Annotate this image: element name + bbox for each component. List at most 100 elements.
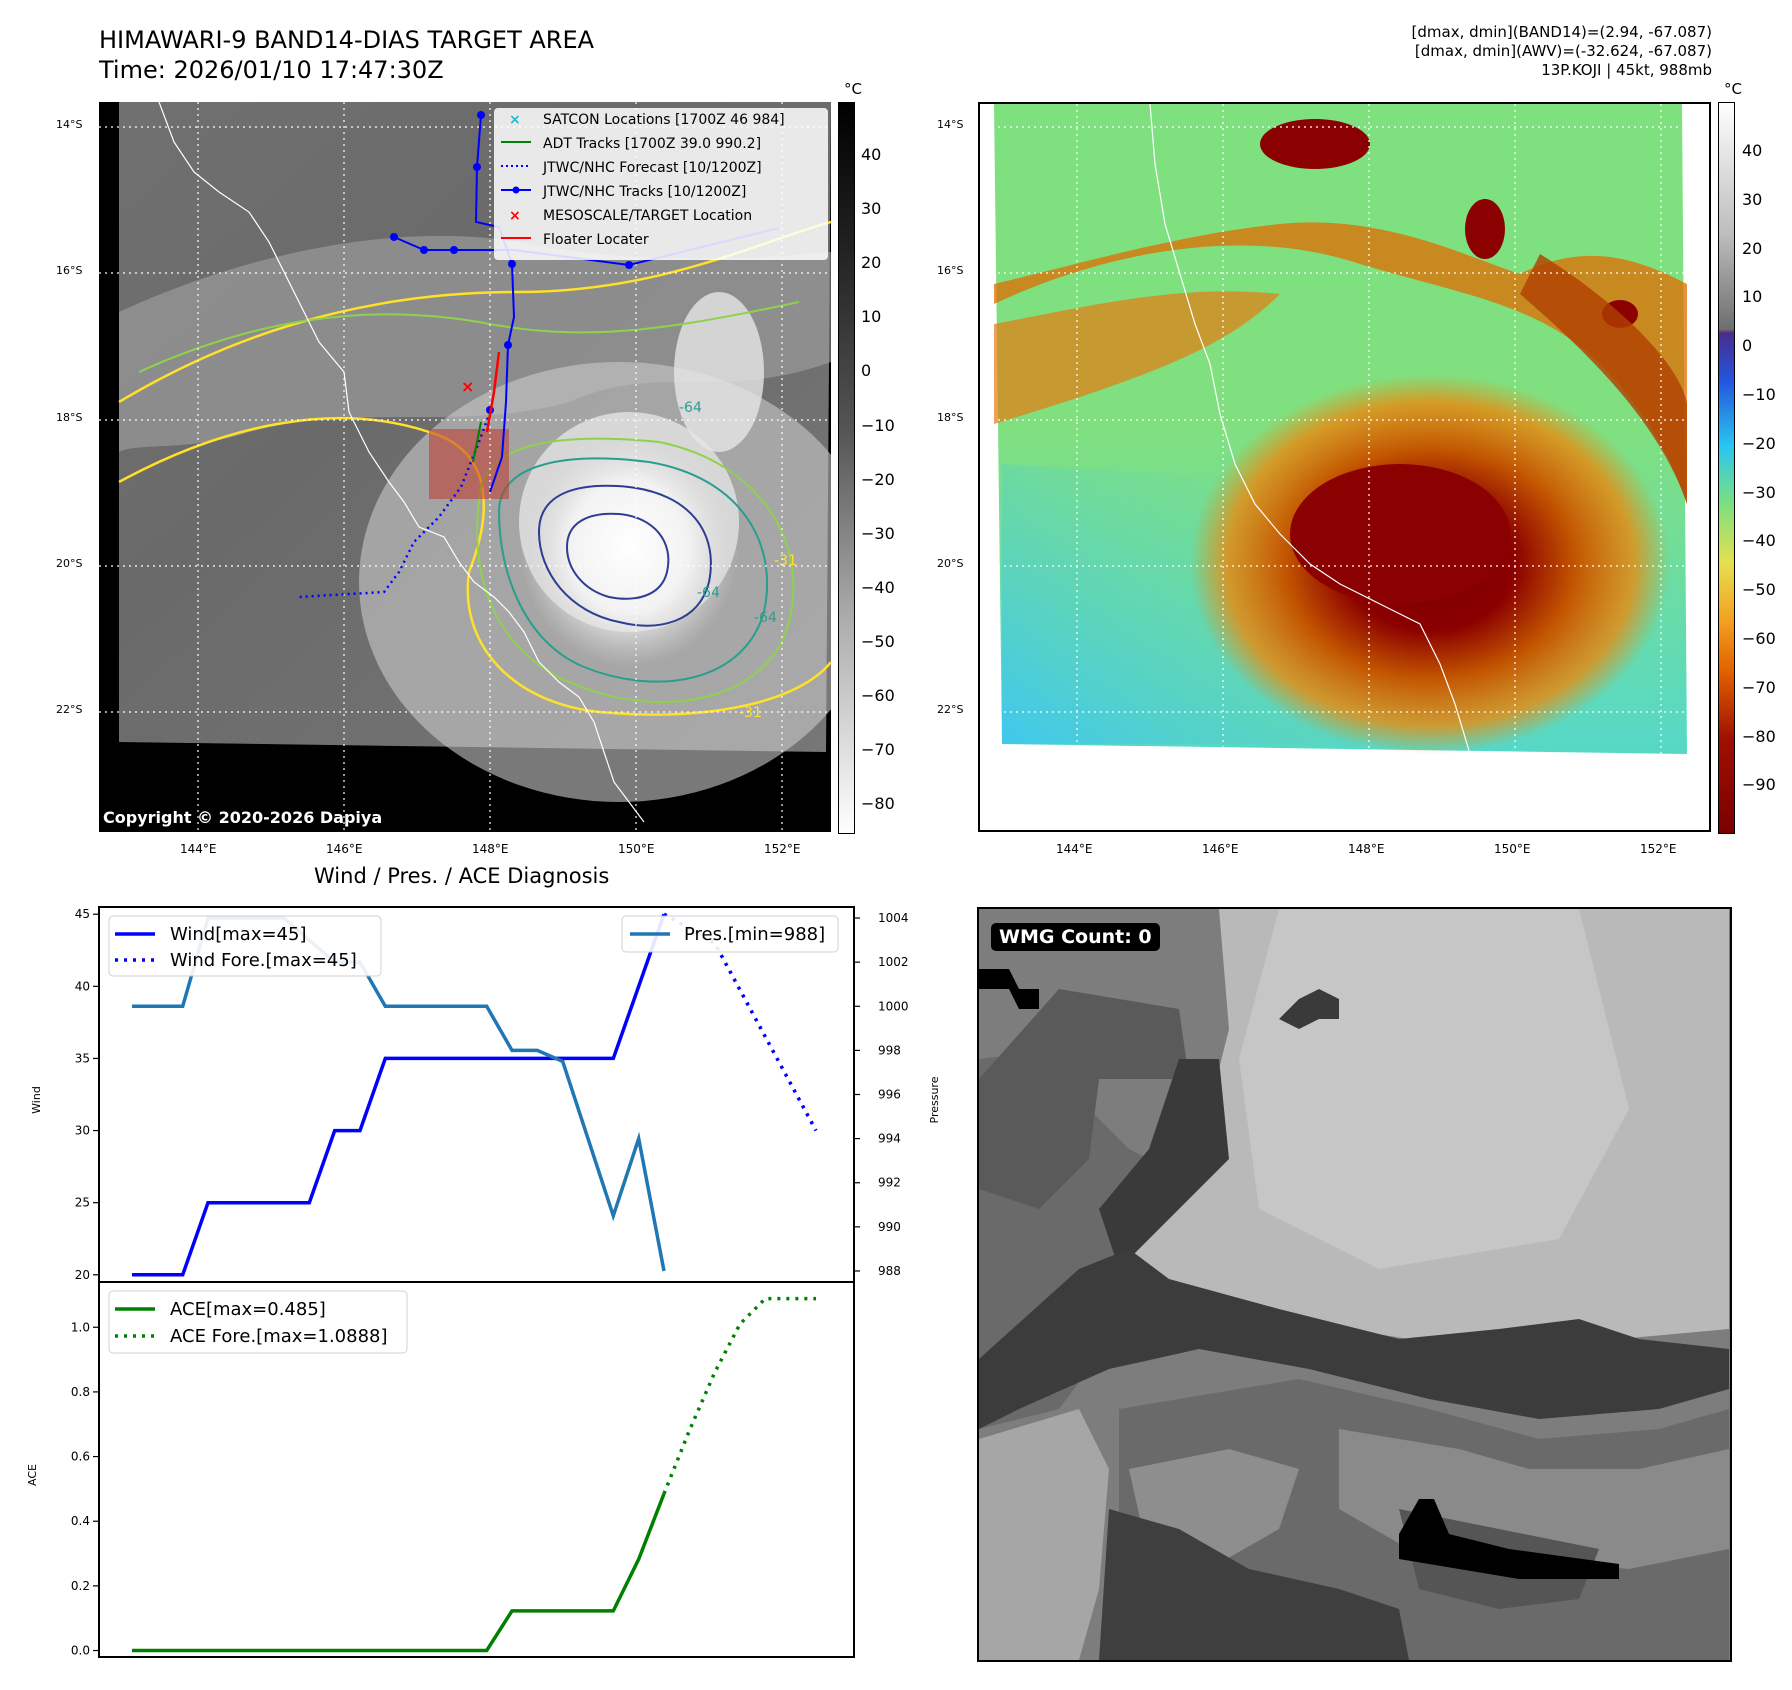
ace-fore-legend-label: ACE Fore.[max=1.0888]: [170, 1326, 388, 1347]
wind-legend-box: [108, 915, 382, 977]
data-range-info: [dmax, dmin](BAND14)=(2.94, -67.087) [dm…: [1412, 23, 1712, 80]
pressure-tick-label-6: 992: [878, 1176, 901, 1190]
awv-gridlines: [980, 104, 1709, 830]
ace-tick-label-5: 0.0: [71, 1644, 90, 1658]
awv-lat-label-20s: 20°S: [937, 557, 964, 570]
wind-tick-label-3: 30: [75, 1124, 90, 1138]
lat-label-20s: 20°S: [56, 557, 83, 570]
pressure-tick-label-3: 998: [878, 1043, 901, 1057]
pressure-ylabel: Pressure: [928, 1076, 941, 1123]
legend-target: MESOSCALE/TARGET Location: [543, 208, 752, 224]
ace-legend-label: ACE[max=0.485]: [170, 1299, 326, 1320]
gray-colorbar-tick-2: 20: [861, 253, 882, 273]
target-location-marker: ×: [461, 377, 474, 396]
pressure-legend: Pres.[min=988]: [621, 915, 839, 953]
contour-lime-2: [476, 437, 795, 703]
awv-colorbar-tick-1: 30: [1742, 189, 1763, 209]
pressure-yticks: 1004 1002 1000 998 996 994 992 990 988: [854, 911, 909, 1278]
contour-lime-1: [138, 301, 800, 373]
tracks-legend-dot: [512, 186, 520, 194]
wmg-dark-south: [1099, 1509, 1409, 1660]
wmg-lighter-core: [1239, 909, 1629, 1269]
awv-lon-label-146e: 146°E: [1202, 842, 1239, 856]
ace-ylabel: ACE: [26, 1464, 39, 1486]
ace-tick-label-1: 0.8: [71, 1385, 90, 1399]
pressure-legend-box: [621, 915, 839, 953]
awv-lon-label-148e: 148°E: [1348, 842, 1385, 856]
pressure-tick-label-1: 1002: [878, 955, 909, 969]
gray-colorbar-tick-1: 30: [861, 199, 882, 219]
awv-lon-label-144e: 144°E: [1056, 842, 1093, 856]
lon-label-146e: 146°E: [326, 842, 363, 856]
cold-cloud-top: [519, 427, 739, 667]
map-gridlines: [99, 102, 831, 832]
contour-navy-1: [537, 484, 712, 627]
wmg-black-region: [1399, 1499, 1619, 1579]
awv-colorbar-unit: °C: [1724, 80, 1742, 98]
contour-label-5: -64: [754, 610, 777, 626]
ace-legend-box: [108, 1290, 408, 1354]
contour-label-3: -31: [774, 553, 797, 569]
lat-label-16s: 16°S: [56, 264, 83, 277]
awv-colorbar-tick-3: 10: [1742, 287, 1763, 307]
target-area-box: [429, 429, 509, 499]
awv-cold-cell-2: [1465, 199, 1505, 259]
pressure-tick-label-0: 1004: [878, 911, 909, 925]
awv-colorbar-tick-2: 20: [1742, 238, 1763, 258]
plot-title: HIMAWARI-9 BAND14-DIAS TARGET AREA Time:…: [99, 25, 594, 85]
band14-map: -64 -64 -31 -31 -64 × × SATCON Locatio: [99, 101, 879, 832]
legend-box: [494, 108, 828, 260]
lat-label-14s: 14°S: [56, 118, 83, 131]
awv-east-band: [1520, 254, 1687, 504]
legend-adt: ADT Tracks [1700Z 39.0 990.2]: [543, 136, 761, 152]
gray-colorbar-tick-6: −20: [861, 469, 895, 489]
wmg-count-badge: WMG Count: 0: [991, 923, 1160, 951]
pressure-tick-label-2: 1000: [878, 999, 909, 1013]
awv-cloud-band: [994, 222, 1687, 504]
awv-lat-label-18s: 18°S: [937, 411, 964, 424]
ace-tick-label-4: 0.2: [71, 1579, 90, 1593]
awv-coastline: [1149, 103, 1481, 805]
awv-colorbar-tick-7: −30: [1742, 482, 1776, 502]
lon-label-152e: 152°E: [764, 842, 801, 856]
awv-cold-cell-1: [1260, 119, 1370, 169]
lon-label-148e: 148°E: [472, 842, 509, 856]
wind-yticks: 45 40 35 30 25 20: [75, 907, 99, 1282]
ace-legend: ACE[max=0.485] ACE Fore.[max=1.0888]: [108, 1290, 408, 1354]
pressure-tick-label-7: 990: [878, 1220, 901, 1234]
pressure-tick-label-4: 996: [878, 1088, 901, 1102]
legend-forecast: JTWC/NHC Forecast [10/1200Z]: [542, 160, 762, 176]
wmg-black-corner: [979, 969, 1039, 1009]
awv-colorbar-tick-5: −10: [1742, 385, 1776, 404]
wind-tick-label-2: 35: [75, 1051, 90, 1065]
title-line-1: HIMAWARI-9 BAND14-DIAS TARGET AREA: [99, 26, 595, 54]
gray-colorbar-tick-5: −10: [861, 415, 895, 435]
ace-series-line: [132, 1493, 666, 1653]
lat-label-22s: 22°S: [56, 703, 83, 716]
band14-range: [dmax, dmin](BAND14)=(2.94, -67.087): [1411, 23, 1712, 41]
awv-colorbar: [1718, 102, 1735, 834]
contour-navy-2: [565, 512, 670, 600]
wmg-dark-streak: [1099, 1059, 1229, 1269]
awv-lon-label-150e: 150°E: [1494, 842, 1531, 856]
contour-label-2: -64: [697, 585, 720, 601]
gray-colorbar-tick-4: 0: [861, 361, 872, 381]
pressure-tick-label-8: 988: [878, 1264, 901, 1278]
contour-label-4: -31: [739, 705, 762, 721]
legend-floater: Floater Locater: [543, 232, 649, 248]
jtwc-track-points: [390, 111, 633, 414]
wind-legend: Wind[max=45] Wind Fore.[max=45]: [108, 915, 382, 977]
ace-yticks: 1.0 0.8 0.6 0.4 0.2 0.0: [71, 1320, 99, 1658]
convective-cell: [674, 292, 764, 452]
awv-colorbar-tick-0: 40: [1742, 141, 1763, 160]
awv-colorbar-tick-10: −60: [1742, 629, 1776, 648]
gray-colorbar-tick-12: −80: [861, 794, 895, 814]
lat-label-18s: 18°S: [56, 411, 83, 424]
wind-tick-label-4: 25: [75, 1196, 90, 1210]
diagnosis-title: Wind / Pres. / ACE Diagnosis: [314, 864, 610, 888]
map-legend: × SATCON Locations [1700Z 46 984] ADT Tr…: [494, 108, 828, 260]
legend-tracks: JTWC/NHC Tracks [10/1200Z]: [542, 184, 746, 200]
awv-colorbar-tick-9: −50: [1742, 580, 1776, 600]
adt-track: [472, 421, 482, 463]
gray-colorbar: [838, 102, 855, 834]
